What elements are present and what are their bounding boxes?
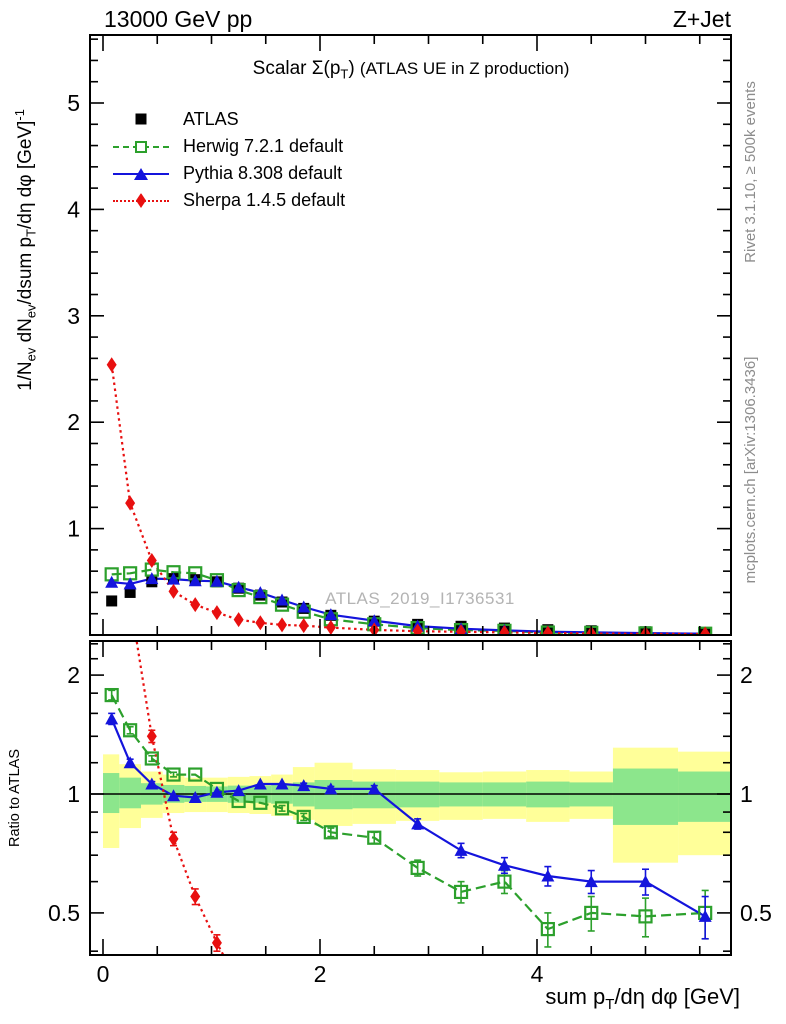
process-label: Z+Jet bbox=[672, 6, 731, 32]
svg-text:1: 1 bbox=[740, 781, 753, 807]
svg-text:0: 0 bbox=[97, 961, 110, 987]
legend-label: Herwig 7.2.1 default bbox=[183, 136, 344, 156]
sherpa-marker-icon bbox=[113, 193, 169, 208]
legend-item-atlas: ATLAS bbox=[113, 106, 345, 133]
analysis-id-watermark: ATLAS_2019_I1736531 bbox=[325, 589, 515, 608]
main-y-axis-title: 1/Nev dNev/dsum pT/dη dφ [GeV]-1 bbox=[12, 109, 39, 391]
mcplots-attribution-note: mcplots.cern.ch [arXiv:1306.3436] bbox=[742, 356, 759, 584]
rivet-version-note: Rivet 3.1.10, ≥ 500k events bbox=[742, 81, 759, 263]
svg-text:5: 5 bbox=[67, 90, 80, 116]
svg-text:1: 1 bbox=[67, 516, 80, 542]
svg-text:2: 2 bbox=[67, 662, 80, 688]
svg-text:0.5: 0.5 bbox=[740, 900, 772, 926]
plot-title: Scalar Σ(pT) (ATLAS UE in Z production) bbox=[252, 58, 570, 82]
svg-text:2: 2 bbox=[740, 662, 753, 688]
legend-label: Sherpa 1.4.5 default bbox=[183, 190, 346, 210]
x-axis-title: sum pT/dη dφ [GeV] bbox=[545, 984, 740, 1014]
svg-text:4: 4 bbox=[67, 196, 80, 222]
herwig-marker-icon bbox=[113, 140, 169, 153]
ratio-y-axis-title: Ratio to ATLAS bbox=[7, 748, 23, 848]
legend-label: ATLAS bbox=[183, 109, 239, 129]
legend-label: Pythia 8.308 default bbox=[183, 163, 343, 183]
svg-text:0.5: 0.5 bbox=[48, 900, 80, 926]
legend-item-sherpa: Sherpa 1.4.5 default bbox=[113, 187, 345, 214]
legend-item-pythia: Pythia 8.308 default bbox=[113, 160, 345, 187]
svg-text:2: 2 bbox=[314, 961, 327, 987]
svg-text:4: 4 bbox=[531, 961, 544, 987]
beam-energy-label: 13000 GeV pp bbox=[104, 6, 253, 32]
svg-text:3: 3 bbox=[67, 303, 80, 329]
legend: ATLAS Herwig 7.2.1 default Pythia 8.308 … bbox=[113, 106, 345, 214]
svg-text:1: 1 bbox=[67, 781, 80, 807]
pythia-marker-icon bbox=[113, 167, 169, 180]
legend-item-herwig: Herwig 7.2.1 default bbox=[113, 133, 345, 160]
svg-text:2: 2 bbox=[67, 409, 80, 435]
